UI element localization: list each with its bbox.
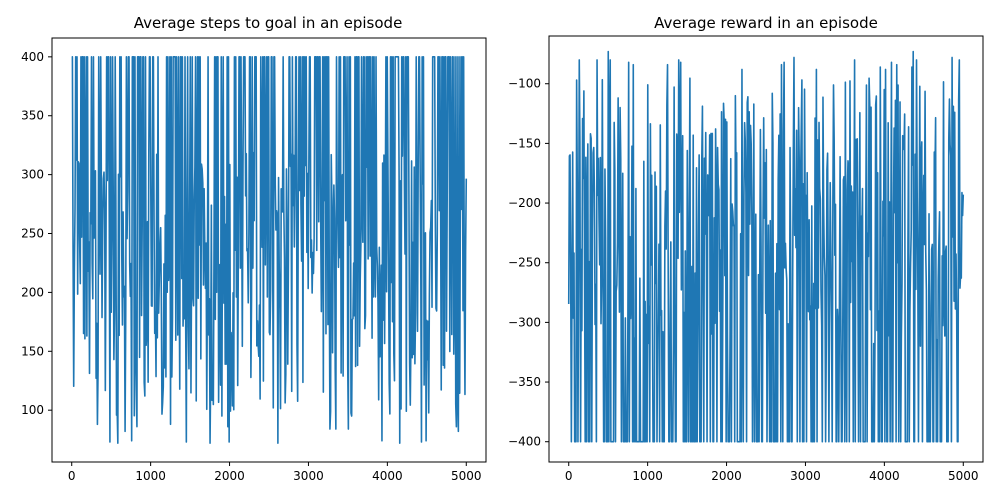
reward-plot-area [567,50,965,443]
x-tick-label: 4000 [372,469,403,483]
reward-chart-panel: Average reward in an episode 0 1000 2000 30… [508,14,984,483]
y-tick-label: 300 [21,168,44,182]
y-tick-label: −350 [508,375,541,389]
steps-axes-frame [51,37,487,463]
x-tick-label: 1000 [632,469,663,483]
x-tick-label: 0 [565,469,573,483]
reward-axis-ticks: 0 1000 2000 3000 4000 5000 −100 −150 −200 −250 −30… [508,77,979,483]
y-tick-label: 150 [21,344,44,358]
y-tick-label: −300 [508,315,541,329]
y-tick-label: −400 [508,435,541,449]
y-tick-label: 250 [21,227,44,241]
x-tick-label: 5000 [948,469,979,483]
steps-series-line [71,56,468,444]
y-tick-label: −100 [508,77,541,91]
x-tick-label: 1000 [135,469,166,483]
x-tick-label: 0 [68,469,76,483]
x-tick-label: 3000 [293,469,324,483]
x-tick-label: 4000 [869,469,900,483]
y-tick-label: −250 [508,256,541,270]
steps-axis-ticks: 0 1000 2000 3000 4000 5000 100 150 200 250 300 350 4… [21,50,481,483]
y-tick-label: 400 [21,50,44,64]
x-tick-label: 2000 [214,469,245,483]
steps-chart-panel: Average steps to goal in an episode 0 100… [21,14,487,483]
reward-chart-title: Average reward in an episode [654,14,878,32]
y-tick-label: −150 [508,136,541,150]
y-tick-label: −200 [508,196,541,210]
y-tick-label: 100 [21,403,44,417]
steps-plot-area [71,56,468,444]
reward-axes-frame [548,35,984,463]
x-tick-label: 5000 [451,469,482,483]
x-tick-label: 2000 [711,469,742,483]
x-tick-label: 3000 [790,469,821,483]
reward-series-line [567,50,965,443]
steps-chart-title: Average steps to goal in an episode [134,14,403,32]
y-tick-label: 200 [21,285,44,299]
y-tick-label: 350 [21,109,44,123]
